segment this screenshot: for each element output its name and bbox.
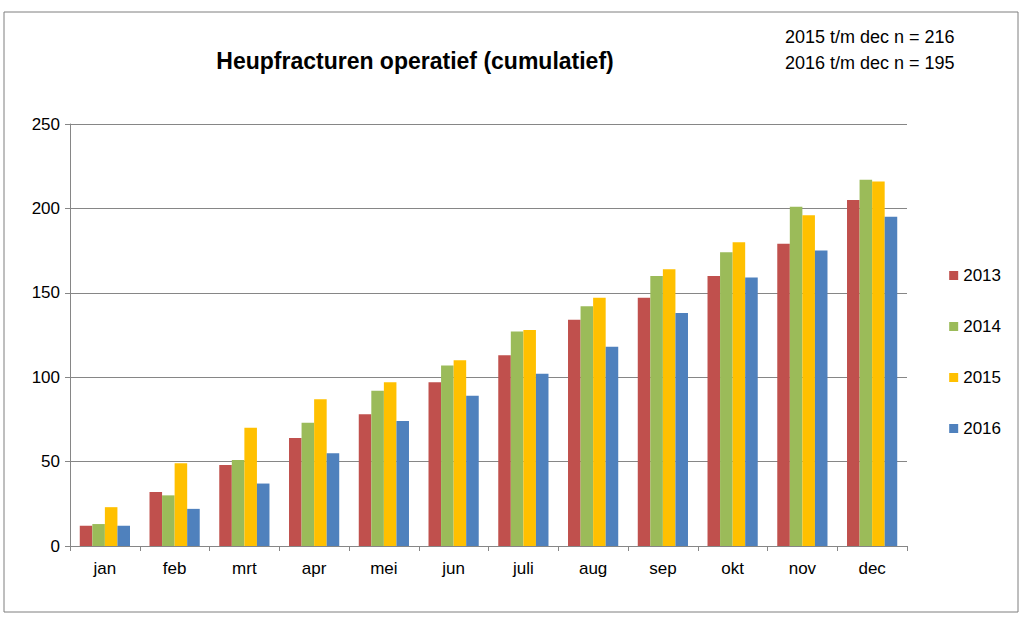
svg-text:apr: apr [302, 559, 327, 578]
svg-text:2015 t/m dec n = 216: 2015 t/m dec n = 216 [785, 27, 955, 47]
svg-text:feb: feb [163, 559, 187, 578]
svg-text:2016: 2016 [963, 419, 1001, 438]
svg-text:Heupfracturen operatief (cumul: Heupfracturen operatief (cumulatief) [216, 48, 613, 74]
svg-text:okt: okt [721, 559, 744, 578]
svg-text:jan: jan [93, 559, 117, 578]
svg-text:2014: 2014 [963, 317, 1001, 336]
svg-text:sep: sep [649, 559, 676, 578]
svg-text:0: 0 [51, 537, 60, 556]
svg-text:juli: juli [512, 559, 534, 578]
svg-text:250: 250 [32, 115, 60, 134]
svg-text:dec: dec [858, 559, 886, 578]
svg-text:2015: 2015 [963, 368, 1001, 387]
svg-text:150: 150 [32, 283, 60, 302]
svg-text:mei: mei [370, 559, 397, 578]
svg-text:2016 t/m dec n = 195: 2016 t/m dec n = 195 [785, 53, 955, 73]
svg-text:jun: jun [441, 559, 465, 578]
svg-text:200: 200 [32, 199, 60, 218]
svg-text:mrt: mrt [232, 559, 257, 578]
svg-text:aug: aug [579, 559, 607, 578]
svg-text:50: 50 [41, 452, 60, 471]
svg-text:2013: 2013 [963, 266, 1001, 285]
svg-text:100: 100 [32, 368, 60, 387]
svg-text:nov: nov [789, 559, 817, 578]
